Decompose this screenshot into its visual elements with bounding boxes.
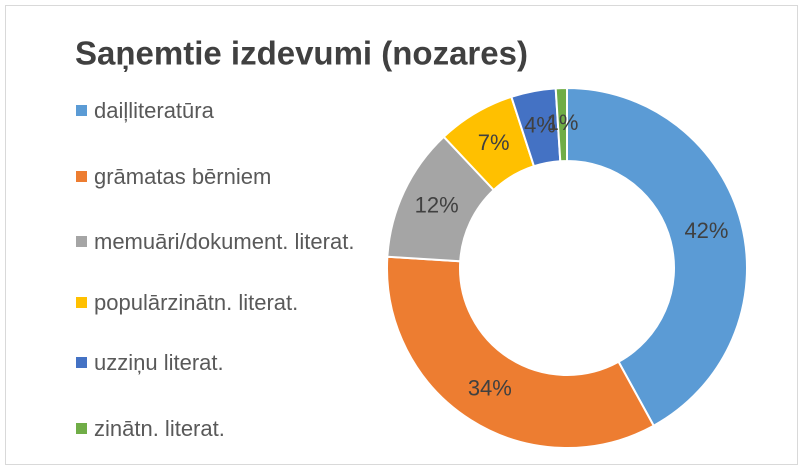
legend-item: populārzinātn. literat. — [76, 288, 369, 317]
donut-slice — [386, 255, 656, 449]
legend-label: zinātn. literat. — [94, 416, 225, 441]
legend-label: memuāri/dokument. literat. — [94, 229, 355, 254]
legend-swatch — [76, 236, 87, 247]
legend-item: memuāri/dokument. literat. — [76, 227, 369, 256]
legend-item: grāmatas bērniem — [76, 162, 369, 191]
legend-item: zinātn. literat. — [76, 414, 369, 443]
donut-slice — [566, 86, 748, 428]
legend-label: populārzinātn. literat. — [94, 290, 299, 315]
donut-slice — [554, 86, 568, 163]
data-label: 42% — [684, 218, 728, 243]
legend-swatch — [76, 297, 87, 308]
legend-label: daiļliteratūra — [94, 98, 214, 123]
legend-swatch — [76, 105, 87, 116]
legend-label: uzziņu literat. — [94, 350, 224, 375]
data-label: 4% — [524, 112, 556, 137]
data-label: 12% — [415, 193, 459, 218]
legend-swatch — [76, 423, 87, 434]
chart-title: Saņemtie izdevumi (nozares) — [75, 35, 528, 72]
data-label: 7% — [478, 130, 510, 155]
legend-label: grāmatas bērniem — [94, 164, 272, 189]
legend-swatch — [76, 171, 87, 182]
legend-item: uzziņu literat. — [76, 348, 369, 377]
legend-swatch — [76, 357, 87, 368]
data-label: 34% — [468, 375, 512, 400]
legend-item: daiļliteratūra — [76, 96, 369, 125]
data-label: 1% — [547, 110, 579, 135]
